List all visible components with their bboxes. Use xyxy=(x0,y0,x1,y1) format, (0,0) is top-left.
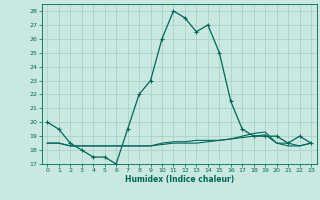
X-axis label: Humidex (Indice chaleur): Humidex (Indice chaleur) xyxy=(124,175,234,184)
